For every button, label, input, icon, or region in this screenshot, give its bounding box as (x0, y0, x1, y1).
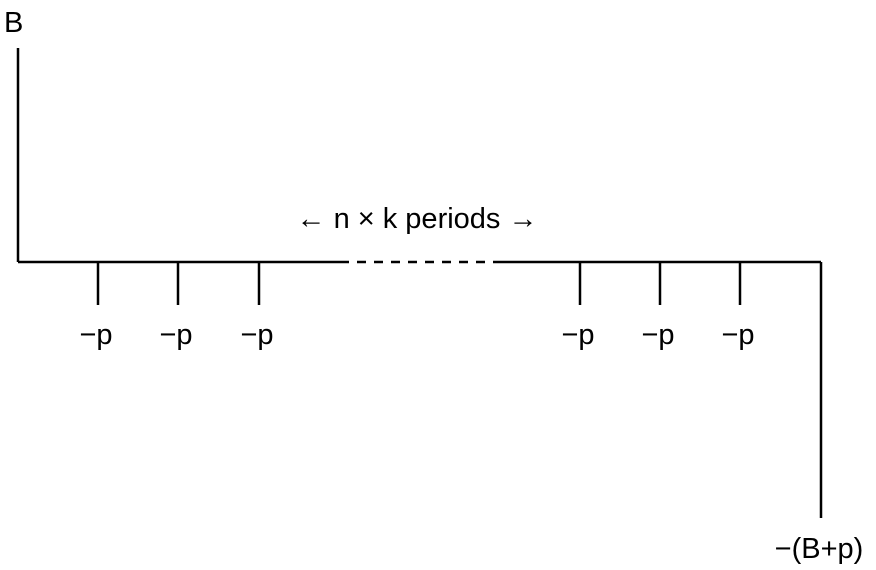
final-outflow-label: −(B+p) (775, 533, 864, 565)
payment-label: −p (641, 319, 674, 351)
payment-label: −p (240, 319, 273, 351)
payment-label: −p (159, 319, 192, 351)
right-payments: −p −p −p (561, 262, 755, 351)
payment-label: −p (721, 319, 754, 351)
left-payments: −p −p −p (79, 262, 274, 351)
initial-inflow-label: B (4, 7, 23, 39)
payment-label: −p (561, 319, 594, 351)
payment-label: −p (79, 319, 112, 351)
periods-label: ← n × k periods → (297, 203, 538, 235)
